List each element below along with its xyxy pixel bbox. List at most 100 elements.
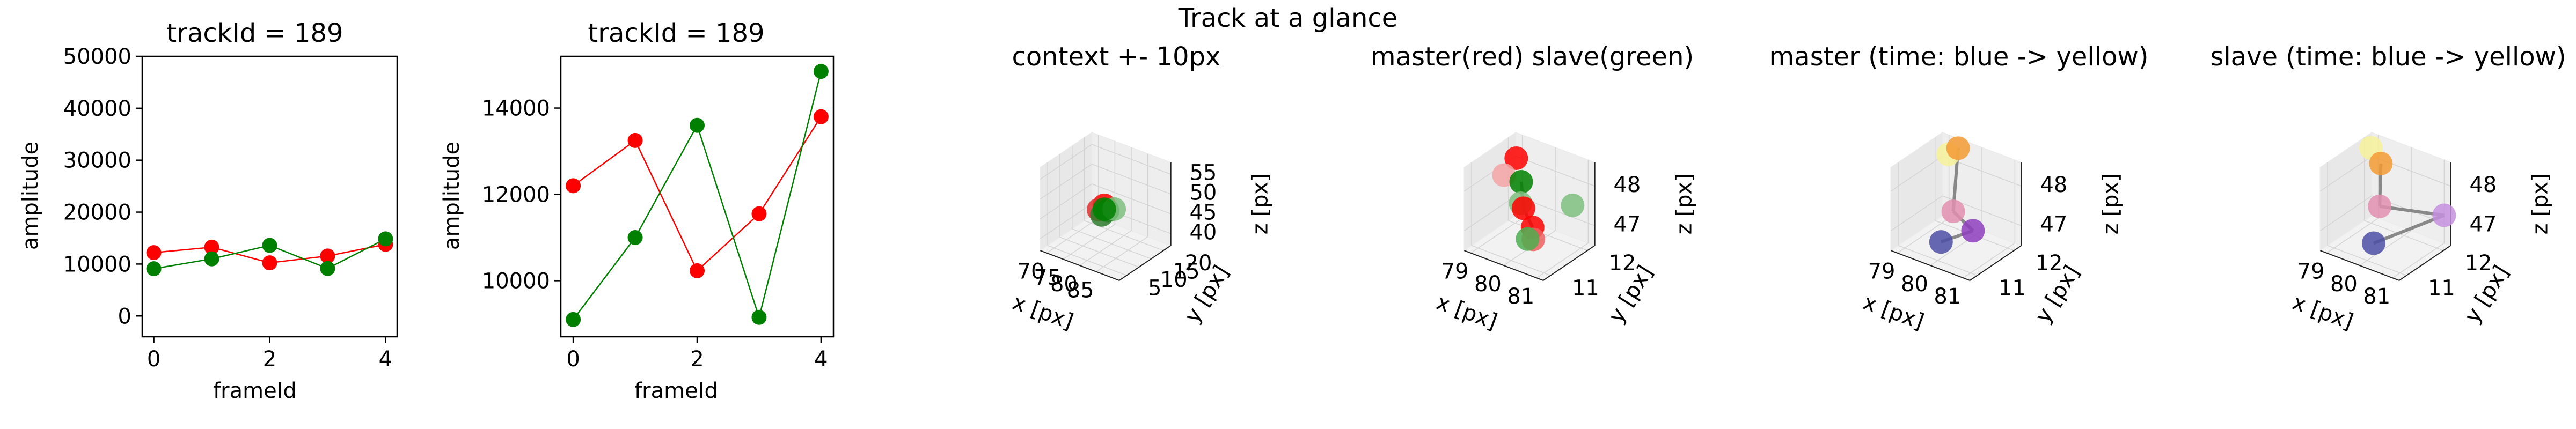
plot-title: master (time: blue -> yellow) [1769,42,2149,72]
data-point [690,117,705,133]
data-point [1092,197,1116,221]
data-point [146,261,162,277]
x-tick-label: 4 [814,347,828,372]
grid-line [1040,203,1092,239]
z-tick-label: 47 [2469,212,2497,237]
y-tick-label: 11 [1572,276,1599,300]
data-point [813,109,829,124]
y-tick-label: 10 [1160,268,1188,292]
x-tick-label: 80 [1474,272,1502,297]
x-tick-label: 0 [147,347,160,372]
x-axis-line [1040,250,1119,281]
x-axis-label: x [px] [2289,290,2356,335]
x-tick-label: 2 [263,347,276,372]
grid-line [1096,236,1148,272]
x-tick-label: 70 [1018,260,1045,284]
y-tick-label: 10000 [63,252,131,277]
grid-line [2392,242,2445,278]
grid-line [2327,245,2407,276]
y-axis-line [2399,245,2451,281]
grid-line [1890,156,1943,192]
plot-title: master(red) slave(green) [1371,42,1694,72]
series-line [573,71,822,320]
y-tick-label: 15 [1173,259,1200,284]
side-pane [2319,131,2373,252]
plot-frame [141,55,398,338]
x-tick-label: 81 [1507,284,1534,309]
z-tick-label: 48 [2040,173,2067,197]
data-point [204,239,219,255]
data-point [2361,231,2385,255]
z-tick-label: 48 [1613,173,1641,197]
data-point [751,206,767,221]
y-tick-label: 12000 [482,182,550,207]
grid-line [1072,228,1152,260]
y-tick-label: 12 [2465,251,2492,276]
grid-line [1536,242,1589,278]
data-point [1929,230,1953,254]
grid-line [2359,230,2412,266]
grid-line [1040,144,1092,180]
x-axis-label: x [px] [1433,290,1500,335]
x-axis-label: frameId [634,379,718,403]
grid-line [1898,245,1978,276]
grid-line [1463,195,1516,231]
grid-line [2319,156,2372,192]
figure-suptitle: Track at a glance [1178,3,1398,33]
x-tick-label: 85 [1067,278,1094,302]
plot-title: trackId = 189 [588,18,764,48]
x-tick-label: 80 [2330,272,2358,297]
x-tick-label: 81 [2363,284,2390,309]
y-tick-label: 20000 [63,201,131,225]
x-tick-label: 4 [379,347,392,372]
x-axis-line [1463,250,1543,281]
y-tick-label: 12 [1609,251,1636,276]
z-tick-label: 45 [1189,201,1217,225]
y-tick-label: 10000 [482,269,550,293]
data-point [320,261,335,276]
amplitude-plot-1: trackId = 189 frameId amplitude 0 2 4 0 1000… [18,18,398,403]
data-point [1509,170,1533,194]
x-axis-line [1890,250,1970,281]
grid-line [1897,218,1950,254]
plot-title: trackId = 189 [166,18,343,48]
data-point [320,248,335,264]
data-point [1561,193,1585,217]
z-axis-label: z [px] [1672,173,1697,234]
z-tick-label: 55 [1189,161,1217,186]
grid-line [1063,224,1115,260]
data-point [566,178,581,194]
x-tick-label: 79 [1868,260,1896,284]
data-point [1946,136,1970,160]
x-axis-line [2319,250,2399,281]
grid-line [1471,245,1551,276]
y-tick-label: 11 [1999,276,2026,300]
grid-line [1470,218,1523,254]
y-tick-label: 5 [1148,276,1161,300]
data-point [627,230,643,245]
y-axis-line [1970,245,2022,281]
plot-frame [560,55,835,338]
grid-line [1040,183,1092,219]
data-point [2368,194,2392,218]
grid-line [1040,164,1092,199]
data-point [751,309,767,325]
grid-line [1516,156,1595,187]
data-point [1516,227,1540,251]
data-point [1504,146,1528,170]
y-axis-line [1543,245,1596,281]
x-axis-label: x [px] [1860,290,1927,335]
z-tick-label: 40 [1189,220,1217,245]
side-pane [1890,131,1943,252]
z-axis-label: z [px] [2099,173,2124,234]
series-line [573,116,822,272]
z-tick-label: 47 [2040,212,2067,237]
grid-line [1963,242,2015,278]
data-point [1511,196,1535,220]
data-point [1961,219,1985,243]
data-point [378,231,393,247]
grid-line [1047,245,1127,276]
data-point [2432,203,2456,227]
